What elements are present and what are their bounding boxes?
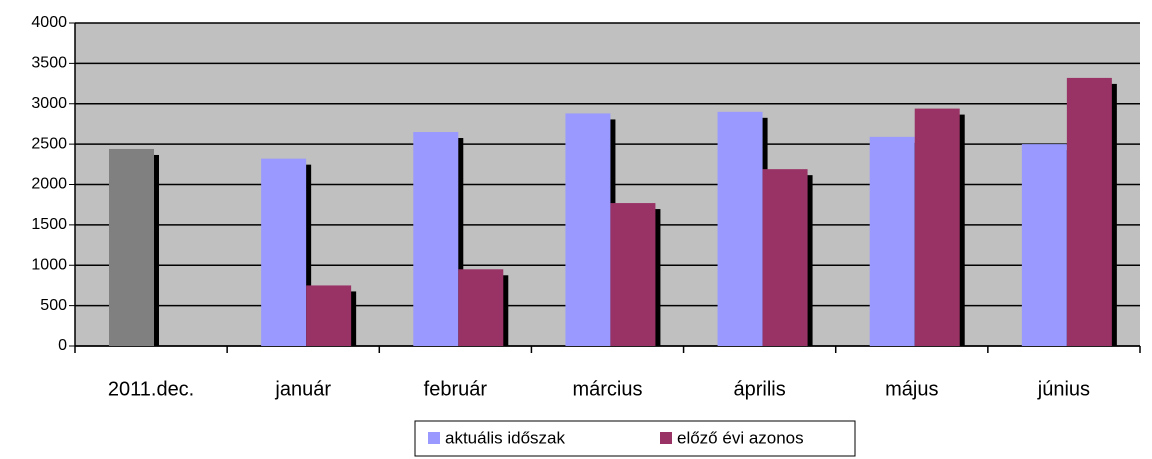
y-tick-label: 2500 [31,135,67,152]
x-tick-label: április [734,378,786,400]
bar [914,108,960,346]
bar [610,203,656,346]
x-tick-label: február [424,378,488,400]
x-tick-label: június [1037,378,1090,400]
bar [306,285,352,346]
bar [762,169,808,346]
y-tick-label: 0 [58,337,67,354]
legend-box [414,420,856,457]
x-tick-label: március [572,378,642,400]
legend-label: aktuális időszak [445,428,566,447]
bar [869,136,915,346]
bar [261,158,307,346]
legend-swatch [428,432,440,444]
legend-swatch [660,432,672,444]
y-tick-label: 3500 [31,55,67,72]
y-tick-label: 1000 [31,256,67,273]
bar [717,111,763,346]
x-tick-label: május [885,378,938,400]
bar [413,132,459,346]
y-tick-label: 500 [40,297,67,314]
y-tick-label: 1500 [31,216,67,233]
bar [109,148,154,346]
bar [458,269,504,346]
y-tick-label: 3000 [31,95,67,112]
y-tick-label: 2000 [31,176,67,193]
legend-label: előző évi azonos [677,428,804,447]
bar [1021,144,1067,346]
x-tick-label: 2011.dec. [108,378,194,400]
y-tick-label: 4000 [31,14,67,31]
bar [565,113,611,346]
bar [1066,77,1112,346]
x-tick-label: január [274,378,331,400]
